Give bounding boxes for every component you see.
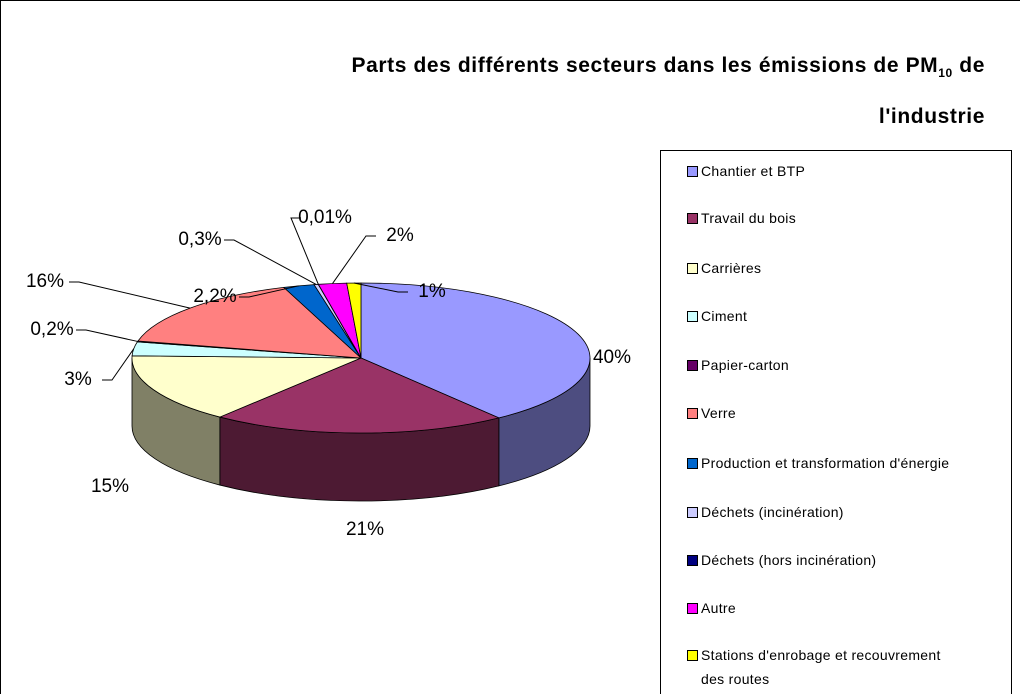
data-label: 0,3% (178, 229, 221, 250)
leader-line (290, 217, 319, 285)
legend-label: Papier-carton (701, 357, 789, 373)
data-label: 15% (91, 476, 129, 497)
chart-title: Parts des différents secteurs dans les é… (185, 44, 985, 138)
legend-swatch (687, 311, 698, 322)
legend-label: Déchets (incinération) (701, 504, 844, 520)
slice (218, 357, 501, 434)
legend-swatch (687, 263, 698, 274)
data-label: 3% (64, 369, 92, 390)
legend-label: Production et transformation d'énergie (701, 455, 950, 471)
title-subscript: 10 (938, 66, 953, 81)
legend-item: Carrières (687, 256, 1001, 280)
legend-swatch (687, 213, 698, 224)
legend-label: Verre (701, 405, 736, 421)
legend-item: Verre (687, 401, 1001, 425)
legend-item: Travail du bois (687, 206, 1001, 230)
legend-label: Carrières (701, 260, 762, 276)
title-text: Parts des différents secteurs dans les é… (351, 54, 939, 77)
legend: Chantier et BTP Travail du bois Carrières C… (660, 150, 1012, 694)
leader-line (69, 281, 191, 309)
legend-swatch (687, 408, 698, 419)
legend-item: Stations d'enrobage et recouvrement des … (687, 643, 951, 691)
data-label: 21% (346, 519, 384, 540)
legend-label: Chantier et BTP (701, 163, 806, 179)
legend-swatch (687, 458, 698, 469)
data-label: 2,2% (193, 286, 236, 307)
legend-item: Chantier et BTP (687, 159, 1001, 183)
leader-line (332, 235, 376, 284)
legend-swatch (687, 650, 698, 661)
data-label: 16% (26, 271, 64, 292)
legend-label: Stations d'enrobage et recouvrement des … (701, 647, 941, 687)
title-line2: l'industrie (878, 105, 985, 129)
legend-swatch (687, 555, 698, 566)
leader-line (224, 239, 317, 285)
leader-line (76, 329, 138, 342)
legend-label: Autre (701, 600, 736, 616)
legend-swatch (687, 507, 698, 518)
legend-item: Papier-carton (687, 353, 1001, 377)
leader-line (353, 282, 408, 293)
slice (137, 286, 363, 359)
legend-swatch (687, 166, 698, 177)
legend-label: Déchets (hors incinération) (701, 552, 877, 568)
slice (346, 282, 362, 359)
leader-line (102, 348, 135, 381)
data-label: 0,01% (298, 207, 352, 228)
legend-item: Ciment (687, 304, 1001, 328)
legend-item: Production et transformation d'énergie (687, 451, 951, 475)
data-label: 2% (386, 225, 414, 246)
legend-item: Autre (687, 596, 1001, 620)
slice (360, 282, 591, 419)
data-label: 40% (593, 347, 631, 368)
legend-swatch (687, 603, 698, 614)
data-label: 0,2% (30, 319, 73, 340)
leader-line (239, 285, 299, 298)
legend-label: Travail du bois (701, 210, 797, 226)
legend-item: Déchets (incinération) (687, 500, 1001, 524)
legend-swatch (687, 360, 698, 371)
legend-label: Ciment (701, 308, 748, 324)
slice (131, 355, 362, 418)
data-label: 1% (418, 281, 446, 302)
title-suffix: de (959, 54, 985, 77)
legend-item: Déchets (hors incinération) (687, 548, 1001, 572)
